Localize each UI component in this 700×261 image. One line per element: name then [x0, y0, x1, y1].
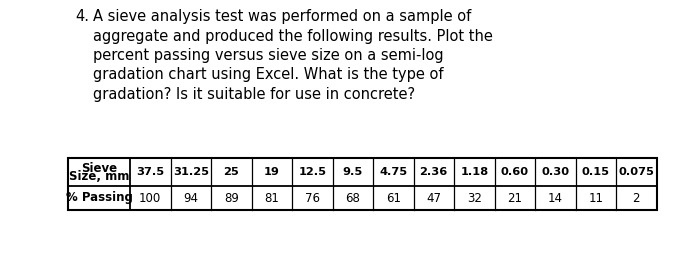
Text: gradation? Is it suitable for use in concrete?: gradation? Is it suitable for use in con… [93, 87, 415, 102]
Text: 14: 14 [547, 192, 563, 205]
Text: 31.25: 31.25 [173, 167, 209, 177]
Text: 100: 100 [139, 192, 162, 205]
Text: 0.60: 0.60 [500, 167, 528, 177]
Text: aggregate and produced the following results. Plot the: aggregate and produced the following res… [93, 28, 493, 44]
Text: gradation chart using Excel. What is the type of: gradation chart using Excel. What is the… [93, 68, 444, 82]
Text: 94: 94 [183, 192, 198, 205]
Text: % Passing: % Passing [66, 192, 132, 205]
Text: 68: 68 [345, 192, 361, 205]
Text: 76: 76 [304, 192, 320, 205]
Text: 21: 21 [508, 192, 522, 205]
Text: 0.15: 0.15 [582, 167, 610, 177]
Text: 47: 47 [426, 192, 441, 205]
Text: 89: 89 [224, 192, 239, 205]
Text: 25: 25 [223, 167, 239, 177]
Text: 4.: 4. [75, 9, 89, 24]
Text: 32: 32 [467, 192, 482, 205]
Text: 11: 11 [588, 192, 603, 205]
Text: 2: 2 [633, 192, 640, 205]
Text: 37.5: 37.5 [136, 167, 164, 177]
Bar [68, 158, 657, 210]
Text: 9.5: 9.5 [342, 167, 363, 177]
Text: 2.36: 2.36 [419, 167, 448, 177]
Text: A sieve analysis test was performed on a sample of: A sieve analysis test was performed on a… [93, 9, 471, 24]
Text: 61: 61 [386, 192, 400, 205]
Text: 12.5: 12.5 [298, 167, 326, 177]
Text: Sieve: Sieve [81, 162, 117, 175]
Text: percent passing versus sieve size on a semi-log: percent passing versus sieve size on a s… [93, 48, 444, 63]
Text: 19: 19 [264, 167, 280, 177]
Text: 0.30: 0.30 [541, 167, 569, 177]
Text: 0.075: 0.075 [618, 167, 654, 177]
Text: 1.18: 1.18 [460, 167, 489, 177]
Text: 81: 81 [265, 192, 279, 205]
Text: Size, mm: Size, mm [69, 170, 130, 183]
Text: 4.75: 4.75 [379, 167, 407, 177]
